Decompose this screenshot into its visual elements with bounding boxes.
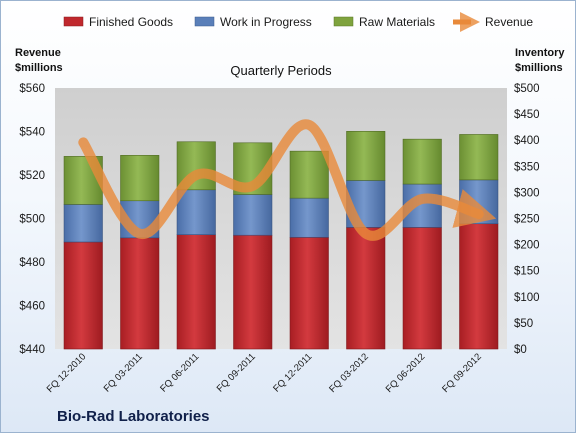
category-label: FQ 03-2011 [102, 351, 145, 394]
legend-label-finished-goods: Finished Goods [89, 15, 173, 29]
revenue-line-layer [78, 119, 497, 241]
right-tick-label: $250 [514, 214, 540, 226]
legend-label-raw-materials: Raw Materials [359, 15, 435, 29]
bar-raw-materials [402, 138, 442, 185]
left-tick-label: $480 [19, 257, 45, 269]
legend-label-work-in-progress: Work in Progress [220, 15, 312, 29]
right-tick-label: $400 [514, 135, 540, 147]
category-label: FQ 06-2011 [158, 351, 201, 394]
bar-raw-materials [346, 131, 386, 181]
bar-finished-goods [176, 234, 216, 350]
category-label: FQ 06-2012 [384, 351, 428, 395]
bar-finished-goods [289, 236, 329, 350]
bar-finished-goods [402, 227, 442, 350]
revenue-line [78, 119, 497, 241]
right-tick-label: $200 [514, 240, 540, 252]
right-tick-label: $150 [514, 266, 540, 278]
legend: Finished Goods Work in Progress Raw Mate… [63, 12, 533, 32]
chart-title: Quarterly Periods [230, 63, 332, 78]
right-tick-label: $50 [514, 318, 533, 330]
right-axis-ticks: $0 $50 $100 $150 $200 $250 $300 $350 $400 $450 $50… [514, 83, 540, 356]
right-tick-label: $100 [514, 292, 540, 304]
left-tick-label: $460 [19, 301, 45, 313]
left-axis-ticks: $440 $460 $480 $500 $520 $540 $560 [19, 83, 45, 356]
right-tick-label: $500 [514, 83, 540, 95]
category-label: FQ 03-2012 [327, 351, 371, 395]
right-tick-label: $300 [514, 187, 540, 199]
left-axis-title-line1: Revenue [15, 47, 61, 59]
legend-swatch-work-in-progress [194, 16, 215, 27]
bar-finished-goods [459, 223, 499, 350]
category-label: FQ 12-2011 [271, 351, 314, 394]
category-label: FQ 09-2012 [440, 351, 484, 395]
category-label: FQ 09-2011 [215, 351, 258, 394]
bars [63, 131, 499, 350]
right-tick-label: $350 [514, 161, 540, 173]
bar-work-in-progress [63, 204, 103, 243]
company-name: Bio-Rad Laboratories [57, 408, 210, 425]
bar-finished-goods [233, 234, 273, 350]
right-axis-title-line2: $millions [515, 62, 563, 74]
category-labels: FQ 12-2010 FQ 03-2011 FQ 06-2011 FQ 09-2011… [45, 351, 484, 395]
left-tick-label: $560 [19, 83, 45, 95]
legend-label-revenue: Revenue [485, 15, 533, 29]
bar-finished-goods [63, 241, 103, 350]
right-tick-label: $0 [514, 344, 527, 356]
bar-raw-materials [120, 155, 160, 202]
bar-work-in-progress [289, 197, 329, 238]
bar-finished-goods [120, 237, 160, 350]
category-label: FQ 12-2010 [45, 351, 89, 395]
right-tick-label: $450 [514, 109, 540, 121]
bar-work-in-progress [176, 189, 216, 235]
right-axis-title-line1: Inventory [515, 47, 565, 59]
bar-finished-goods [346, 227, 386, 350]
left-tick-label: $540 [19, 127, 45, 139]
left-tick-label: $500 [19, 214, 45, 226]
bar-raw-materials [289, 150, 329, 199]
legend-swatch-raw-materials [333, 16, 354, 27]
legend-swatch-finished-goods [63, 16, 84, 27]
bar-raw-materials [459, 134, 499, 181]
left-tick-label: $440 [19, 344, 45, 356]
left-axis-title-line2: $millions [15, 62, 63, 74]
left-tick-label: $520 [19, 170, 45, 182]
bar-work-in-progress [233, 194, 273, 236]
